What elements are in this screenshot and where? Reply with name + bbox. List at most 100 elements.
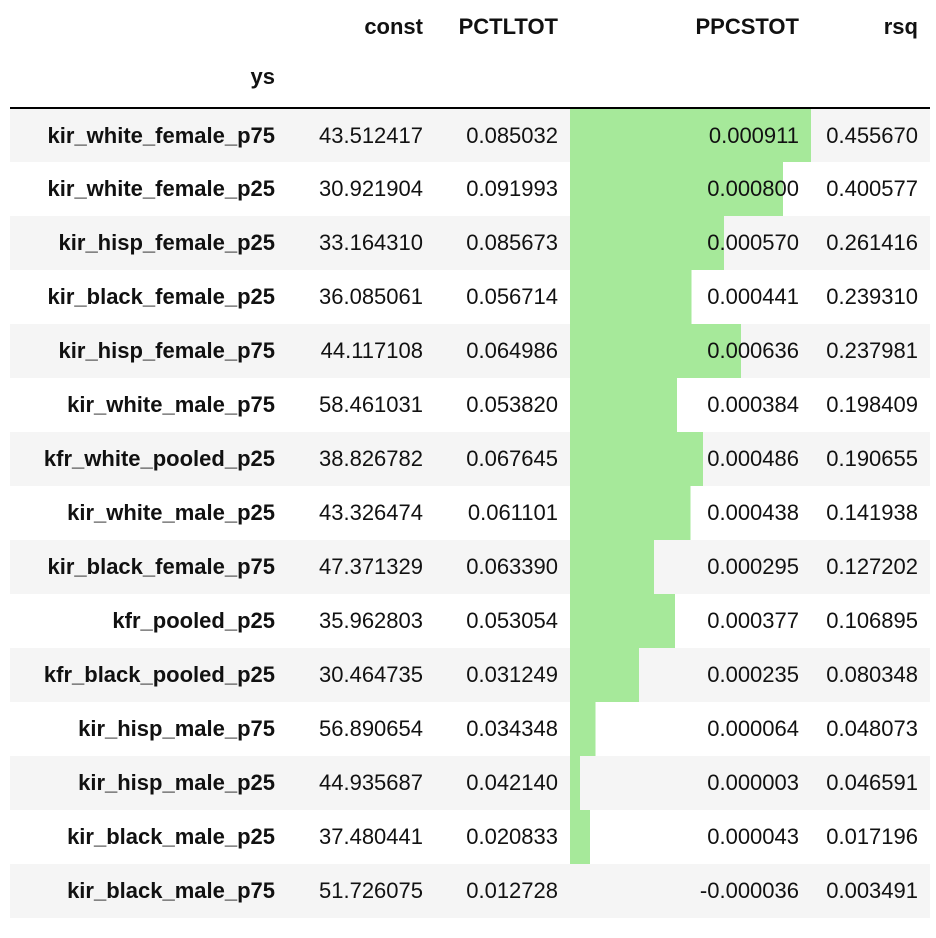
cell-ppcstot: 0.000064 — [570, 702, 811, 756]
table-row: kir_hisp_male_p25 44.935687 0.042140 0.0000… — [10, 756, 930, 810]
table-row: kir_black_female_p25 36.085061 0.056714 0.0… — [10, 270, 930, 324]
cell-const: 38.826782 — [319, 446, 423, 471]
table-header: const PCTLTOT PPCSTOT rsq ys — [10, 0, 930, 108]
cell-rsq: 0.190655 — [826, 446, 918, 471]
cell-rsq: 0.046591 — [826, 770, 918, 795]
cell-pctltot: 0.064986 — [466, 338, 558, 363]
cell-const: 51.726075 — [319, 878, 423, 903]
header-blank — [10, 0, 287, 64]
cell-ppcstot: 0.000235 — [570, 648, 811, 702]
cell-ppcstot: 0.000441 — [570, 270, 811, 324]
cell-const: 36.085061 — [319, 284, 423, 309]
cell-pctltot: 0.085032 — [466, 122, 558, 148]
row-label: kir_white_female_p25 — [47, 176, 275, 201]
cell-ppcstot: 0.000486 — [570, 432, 811, 486]
index-header-row: ys — [10, 64, 930, 108]
cell-rsq: 0.400577 — [826, 176, 918, 201]
cell-rsq: 0.048073 — [826, 716, 918, 741]
table-row: kir_black_male_p25 37.480441 0.020833 0.000… — [10, 810, 930, 864]
table-row: kir_white_male_p25 43.326474 0.061101 0.000… — [10, 486, 930, 540]
table-row: kir_hisp_female_p25 33.164310 0.085673 0.00… — [10, 216, 930, 270]
cell-rsq: 0.198409 — [826, 392, 918, 417]
cell-ppcstot: 0.000636 — [570, 324, 811, 378]
cell-rsq: 0.141938 — [826, 500, 918, 525]
cell-pctltot: 0.031249 — [466, 662, 558, 687]
cell-rsq: 0.080348 — [826, 662, 918, 687]
cell-pctltot: 0.053820 — [466, 392, 558, 417]
row-label: kir_hisp_male_p75 — [78, 716, 275, 741]
cell-rsq: 0.455670 — [826, 122, 918, 148]
cell-ppcstot: 0.000800 — [570, 162, 811, 216]
table-row: kir_white_female_p25 30.921904 0.091993 0.0… — [10, 162, 930, 216]
column-header-row: const PCTLTOT PPCSTOT rsq — [10, 0, 930, 64]
table-row: kir_hisp_female_p75 44.117108 0.064986 0.00… — [10, 324, 930, 378]
row-label: kir_black_male_p25 — [67, 824, 275, 849]
table-row: kfr_pooled_p25 35.962803 0.053054 0.000377 0… — [10, 594, 930, 648]
row-label: kir_white_male_p25 — [67, 500, 275, 525]
row-label: kir_hisp_female_p25 — [58, 230, 275, 255]
cell-pctltot: 0.067645 — [466, 446, 558, 471]
row-label: kir_hisp_female_p75 — [58, 338, 275, 363]
table-row: kfr_white_pooled_p25 38.826782 0.067645 0.0… — [10, 432, 930, 486]
cell-ppcstot: 0.000377 — [570, 594, 811, 648]
row-label: kfr_pooled_p25 — [112, 608, 275, 633]
cell-const: 58.461031 — [319, 392, 423, 417]
cell-rsq: 0.017196 — [826, 824, 918, 849]
cell-const: 44.935687 — [319, 770, 423, 795]
table-body: kir_white_female_p75 43.512417 0.085032 0.0… — [10, 108, 930, 918]
cell-const: 30.464735 — [319, 662, 423, 687]
row-label: kfr_white_pooled_p25 — [43, 446, 275, 471]
cell-const: 44.117108 — [320, 338, 423, 363]
row-label: kir_white_male_p75 — [67, 392, 275, 417]
cell-ppcstot: 0.000043 — [570, 810, 811, 864]
cell-const: 43.326474 — [319, 500, 423, 525]
cell-pctltot: 0.012728 — [466, 878, 558, 903]
cell-const: 43.512417 — [319, 122, 423, 148]
cell-const: 35.962803 — [319, 608, 423, 633]
row-label: kfr_black_pooled_p25 — [43, 662, 275, 687]
cell-pctltot: 0.053054 — [466, 608, 558, 633]
row-label: kir_black_female_p75 — [47, 554, 276, 579]
column-header-ppcstot: PPCSTOT — [695, 14, 799, 39]
cell-const: 47.371329 — [319, 554, 423, 579]
cell-rsq: 0.239310 — [826, 284, 918, 309]
column-header-rsq: rsq — [883, 14, 918, 39]
cell-rsq: 0.261416 — [826, 230, 918, 255]
column-header-const: const — [364, 14, 423, 39]
cell-rsq: 0.003491 — [826, 878, 918, 903]
cell-const: 30.921904 — [319, 176, 423, 201]
column-header-pctltot: PCTLTOT — [458, 14, 558, 39]
table-row: kir_black_male_p75 51.726075 0.012728 -0.00… — [10, 864, 930, 918]
cell-pctltot: 0.020833 — [466, 824, 558, 849]
cell-rsq: 0.237981 — [826, 338, 918, 363]
cell-pctltot: 0.061101 — [467, 500, 558, 525]
cell-pctltot: 0.063390 — [466, 554, 558, 579]
cell-ppcstot: 0.000003 — [570, 756, 811, 810]
cell-pctltot: 0.085673 — [466, 230, 558, 255]
row-label: kir_black_female_p25 — [47, 284, 276, 309]
cell-const: 37.480441 — [319, 824, 423, 849]
cell-ppcstot: 0.000384 — [570, 378, 811, 432]
cell-ppcstot: 0.000438 — [570, 486, 811, 540]
table-row: kir_white_female_p75 43.512417 0.085032 0.0… — [10, 108, 930, 162]
cell-rsq: 0.127202 — [826, 554, 918, 579]
cell-ppcstot: 0.000295 — [570, 540, 811, 594]
row-label: kir_white_female_p75 — [47, 122, 275, 148]
cell-pctltot: 0.034348 — [466, 716, 558, 741]
cell-const: 56.890654 — [319, 716, 423, 741]
table-row: kir_hisp_male_p75 56.890654 0.034348 0.0000… — [10, 702, 930, 756]
row-label: kir_hisp_male_p25 — [78, 770, 275, 795]
row-label: kir_black_male_p75 — [67, 878, 275, 903]
cell-ppcstot: 0.000570 — [570, 216, 811, 270]
cell-pctltot: 0.042140 — [466, 770, 558, 795]
cell-pctltot: 0.056714 — [466, 284, 558, 309]
cell-const: 33.164310 — [319, 230, 423, 255]
cell-ppcstot: 0.000911 — [570, 108, 811, 162]
table-row: kir_black_female_p75 47.371329 0.063390 0.0… — [10, 540, 930, 594]
regression-results-table: const PCTLTOT PPCSTOT rsq ys kir_white_f… — [10, 0, 930, 918]
index-name: ys — [250, 64, 275, 89]
table-row: kir_white_male_p75 58.461031 0.053820 0.000… — [10, 378, 930, 432]
cell-rsq: 0.106895 — [826, 608, 918, 633]
cell-pctltot: 0.091993 — [466, 176, 558, 201]
table-row: kfr_black_pooled_p25 30.464735 0.031249 0.0… — [10, 648, 930, 702]
